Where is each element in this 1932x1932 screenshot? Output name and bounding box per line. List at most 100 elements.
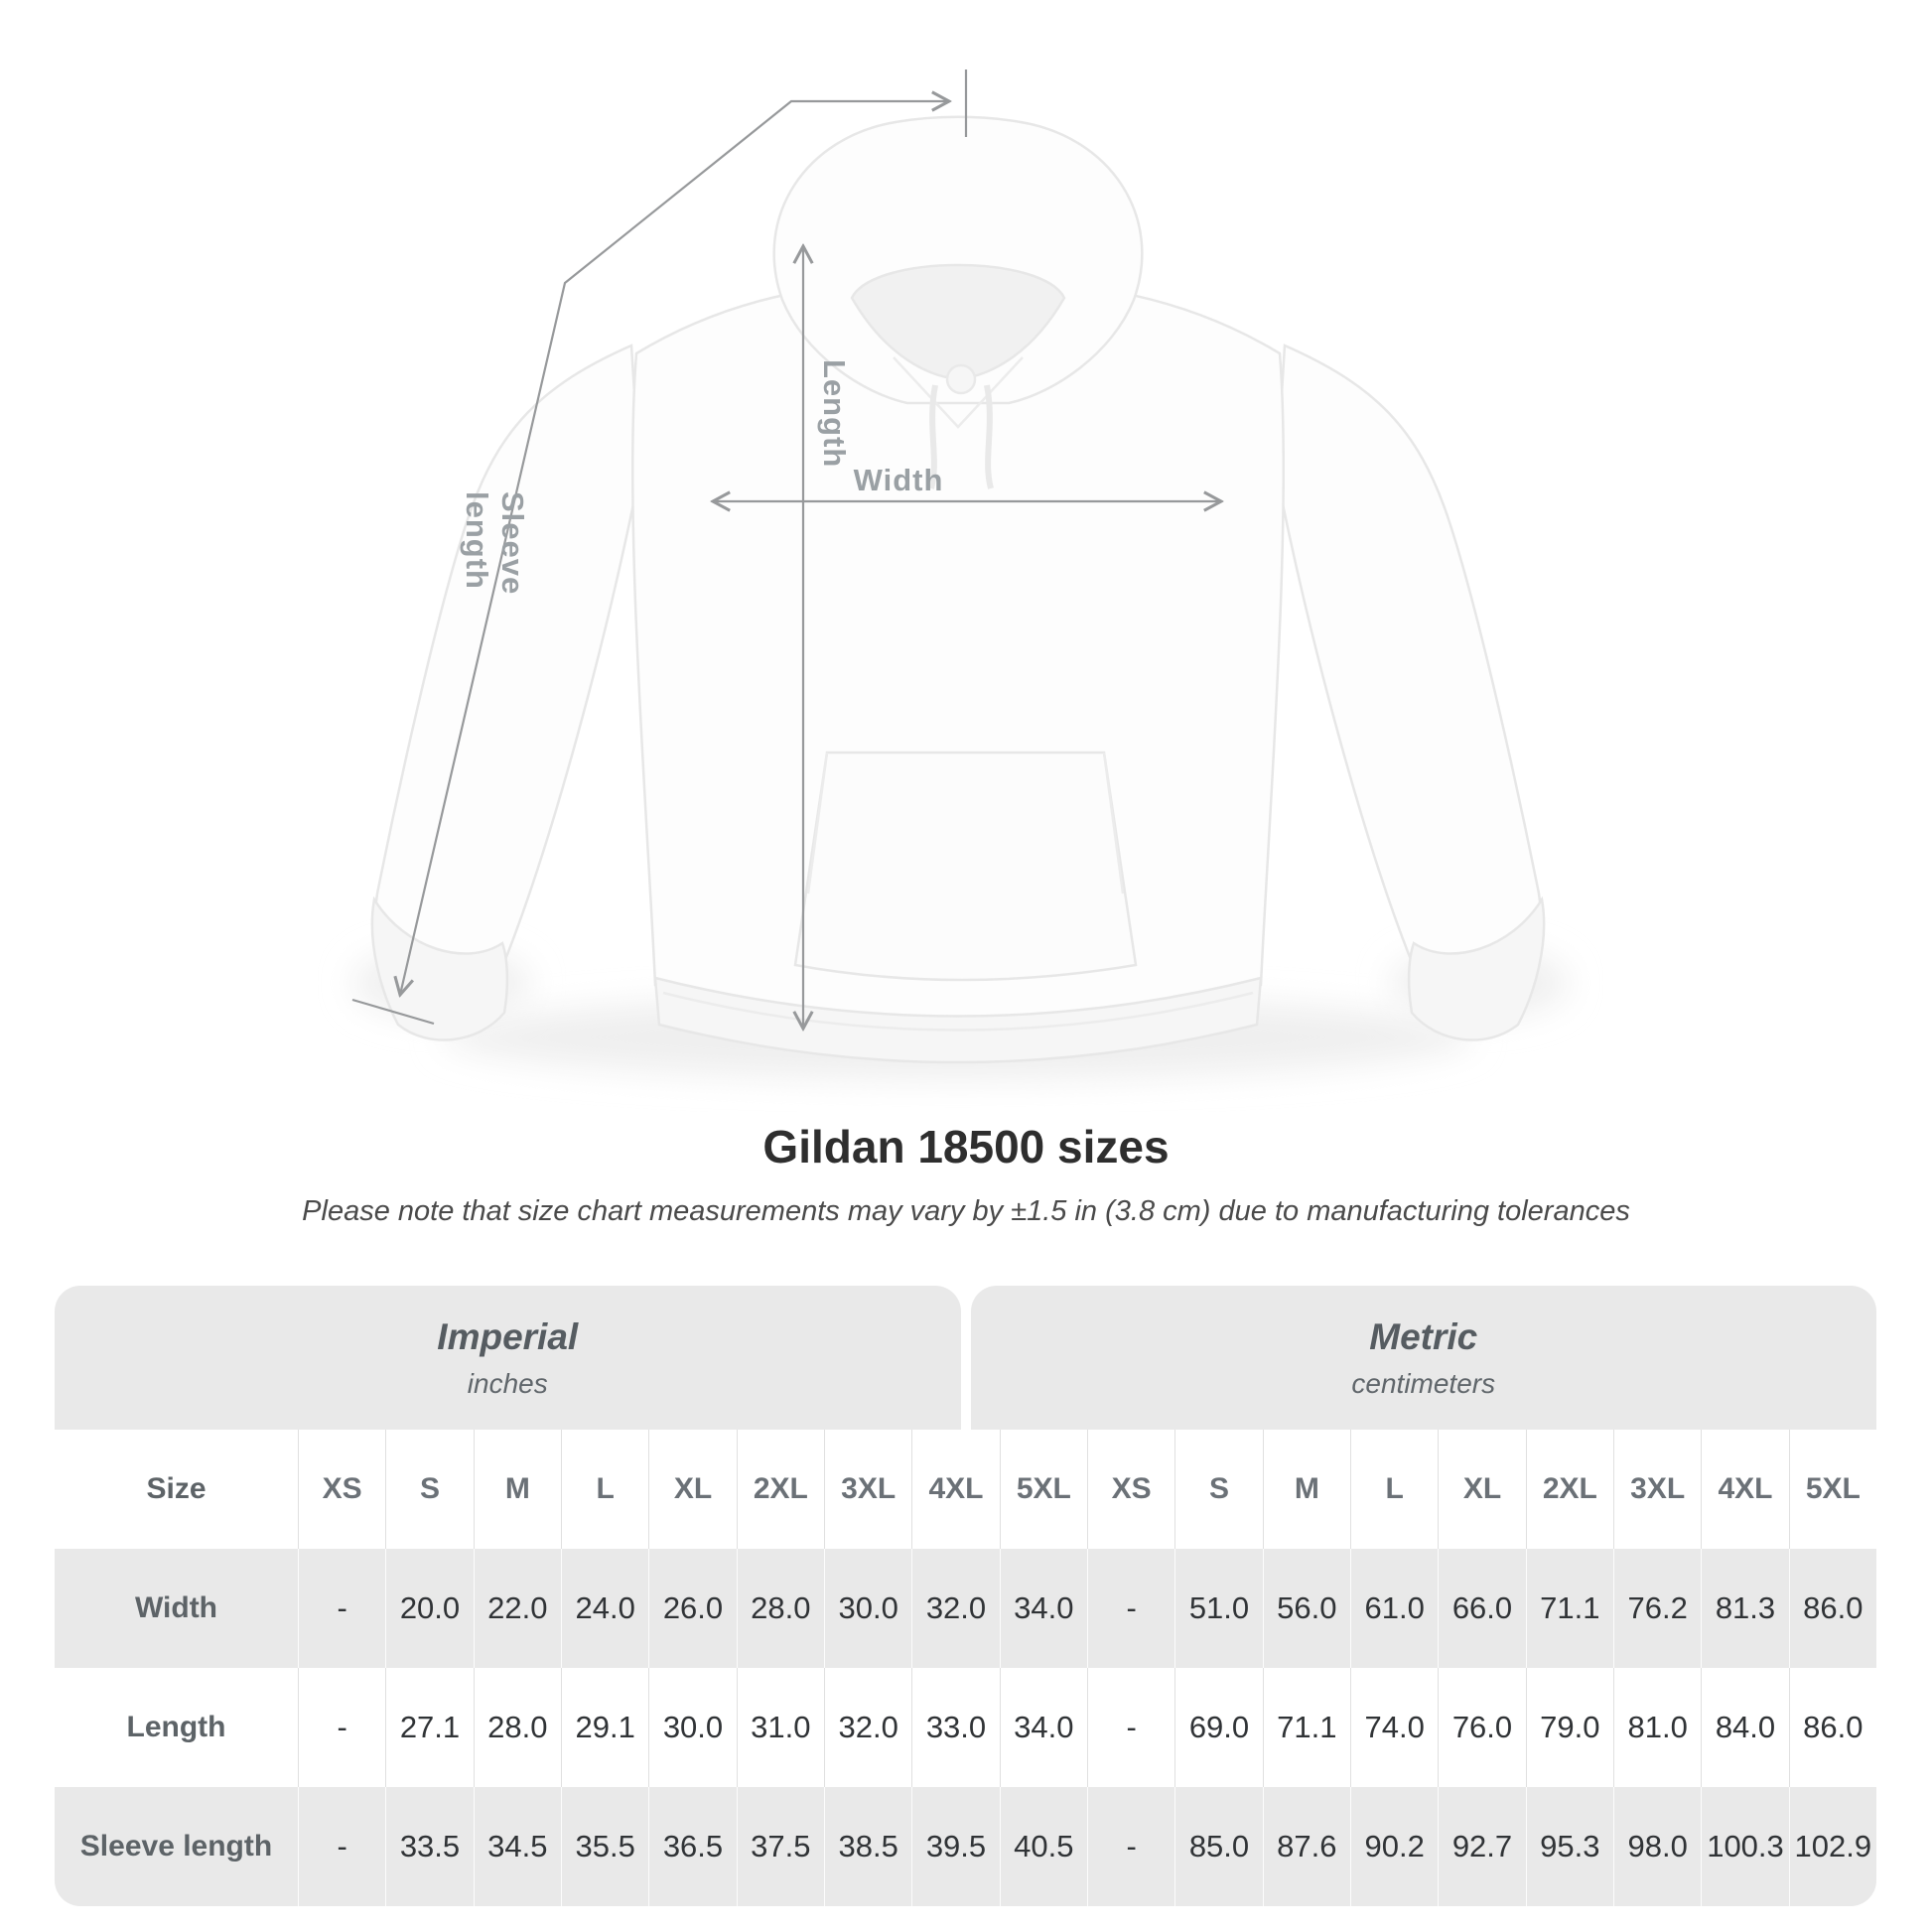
value-cell: 84.0 xyxy=(1701,1668,1788,1787)
value-cell: 81.0 xyxy=(1613,1668,1701,1787)
value-cell: 34.5 xyxy=(473,1787,561,1906)
size-header-cell: 3XL xyxy=(1613,1430,1701,1549)
value-cell: - xyxy=(1087,1549,1174,1668)
metric-title: Metric xyxy=(1369,1315,1478,1357)
value-cell: 37.5 xyxy=(736,1787,824,1906)
size-header-cell: XL xyxy=(648,1430,736,1549)
metric-header: Metric centimeters xyxy=(970,1286,1876,1430)
table-row: Width -20.0 22.0 24.0 26.0 28.0 30.0 32.0 34.0-5… xyxy=(55,1549,1876,1668)
value-cell: 27.1 xyxy=(385,1668,473,1787)
tolerance-note: Please note that size chart measurements… xyxy=(302,1195,1630,1227)
value-cell: 66.0 xyxy=(1438,1549,1525,1668)
value-cell: 40.5 xyxy=(999,1787,1087,1906)
value-cell: 35.5 xyxy=(561,1787,648,1906)
table-row: Length -27.1 28.0 29.1 30.0 31.0 32.0 33.0 34.0-… xyxy=(55,1668,1876,1787)
value-cell: 71.1 xyxy=(1525,1549,1613,1668)
size-header-cell: XS xyxy=(1087,1430,1174,1549)
sleeve-bottom-tick xyxy=(351,998,435,1026)
size-header-cell: 5XL xyxy=(999,1430,1087,1549)
page-title: Gildan 18500 sizes xyxy=(762,1121,1170,1173)
size-column-header: Size xyxy=(146,1472,207,1505)
value-cell: - xyxy=(298,1787,385,1906)
value-cell: 87.6 xyxy=(1262,1787,1350,1906)
value-cell: 30.0 xyxy=(648,1668,736,1787)
value-cell: - xyxy=(298,1549,385,1668)
value-cell: 74.0 xyxy=(1350,1668,1438,1787)
value-cell: 33.0 xyxy=(911,1668,999,1787)
size-header-cell: 2XL xyxy=(1525,1430,1613,1549)
value-cell: 76.0 xyxy=(1438,1668,1525,1787)
size-header-cell: 2XL xyxy=(736,1430,824,1549)
size-header-cell: M xyxy=(473,1430,561,1549)
size-header-cell: 5XL xyxy=(1788,1430,1876,1549)
imperial-header: Imperial inches xyxy=(55,1286,961,1430)
imperial-unit: inches xyxy=(467,1367,548,1399)
title-block: Gildan 18500 sizes Please note that size… xyxy=(0,1120,1932,1228)
size-header-cell: M xyxy=(1262,1430,1350,1549)
value-cell: 20.0 xyxy=(385,1549,473,1668)
value-cell: 28.0 xyxy=(736,1549,824,1668)
row-label: Sleeve length xyxy=(79,1830,273,1863)
value-cell: 28.0 xyxy=(473,1668,561,1787)
metric-unit: centimeters xyxy=(1351,1367,1496,1399)
size-grid: Size XS S M L XL 2XL 3XL 4XL 5XL XS S M L XL 2XL 3XL 4XL 5… xyxy=(55,1430,1876,1906)
value-cell: 90.2 xyxy=(1350,1787,1438,1906)
value-cell: 86.0 xyxy=(1788,1668,1876,1787)
measure-lines xyxy=(351,69,1221,1029)
size-diagram: Length Width Sleeve length xyxy=(351,69,1569,1079)
value-cell: 79.0 xyxy=(1525,1668,1613,1787)
value-cell: 86.0 xyxy=(1788,1549,1876,1668)
value-cell: 32.0 xyxy=(911,1549,999,1668)
sleeve-length-arrow xyxy=(400,101,949,995)
table-row: Size XS S M L XL 2XL 3XL 4XL 5XL XS S M L XL 2XL 3XL 4XL 5… xyxy=(55,1430,1876,1549)
row-label: Width xyxy=(134,1591,218,1624)
value-cell: 32.0 xyxy=(824,1668,911,1787)
hoodie-illustration xyxy=(351,69,1569,1079)
value-cell: 22.0 xyxy=(473,1549,561,1668)
row-label: Length xyxy=(126,1711,226,1743)
size-header-cell: S xyxy=(1174,1430,1262,1549)
value-cell: 51.0 xyxy=(1174,1549,1262,1668)
imperial-title: Imperial xyxy=(437,1315,579,1357)
value-cell: 76.2 xyxy=(1613,1549,1701,1668)
value-cell: - xyxy=(1087,1787,1174,1906)
size-header-cell: S xyxy=(385,1430,473,1549)
value-cell: 61.0 xyxy=(1350,1549,1438,1668)
value-cell: 56.0 xyxy=(1262,1549,1350,1668)
size-table: Imperial inches Metric centimeters Size X… xyxy=(55,1286,1876,1906)
hoodie-body xyxy=(370,115,1546,1064)
size-header-cell: XL xyxy=(1438,1430,1525,1549)
value-cell: 29.1 xyxy=(561,1668,648,1787)
size-header-cell: 4XL xyxy=(1701,1430,1788,1549)
size-header-cell: L xyxy=(1350,1430,1438,1549)
value-cell: 95.3 xyxy=(1525,1787,1613,1906)
value-cell: 71.1 xyxy=(1262,1668,1350,1787)
value-cell: 33.5 xyxy=(385,1787,473,1906)
value-cell: 24.0 xyxy=(561,1549,648,1668)
value-cell: 39.5 xyxy=(911,1787,999,1906)
length-measure-label: Length xyxy=(817,359,852,469)
value-cell: 98.0 xyxy=(1613,1787,1701,1906)
unit-header-band: Imperial inches Metric centimeters xyxy=(55,1286,1876,1430)
table-row: Sleeve length -33.5 34.5 35.5 36.5 37.5 38.5 39… xyxy=(55,1787,1876,1906)
value-cell: 69.0 xyxy=(1174,1668,1262,1787)
size-header-cell: 4XL xyxy=(911,1430,999,1549)
value-cell: 100.3 xyxy=(1701,1787,1788,1906)
value-cell: 34.0 xyxy=(999,1668,1087,1787)
value-cell: 102.9 xyxy=(1788,1787,1876,1906)
size-header-cell: 3XL xyxy=(824,1430,911,1549)
size-header-cell: L xyxy=(561,1430,648,1549)
value-cell: 34.0 xyxy=(999,1549,1087,1668)
value-cell: - xyxy=(1087,1668,1174,1787)
value-cell: 30.0 xyxy=(824,1549,911,1668)
value-cell: 85.0 xyxy=(1174,1787,1262,1906)
value-cell: 92.7 xyxy=(1438,1787,1525,1906)
value-cell: 38.5 xyxy=(824,1787,911,1906)
value-cell: 26.0 xyxy=(648,1549,736,1668)
value-cell: 81.3 xyxy=(1701,1549,1788,1668)
size-header-cell: XS xyxy=(298,1430,385,1549)
value-cell: 36.5 xyxy=(648,1787,736,1906)
value-cell: - xyxy=(298,1668,385,1787)
value-cell: 31.0 xyxy=(736,1668,824,1787)
sleeve-length-measure-label: Sleeve length xyxy=(460,491,530,596)
